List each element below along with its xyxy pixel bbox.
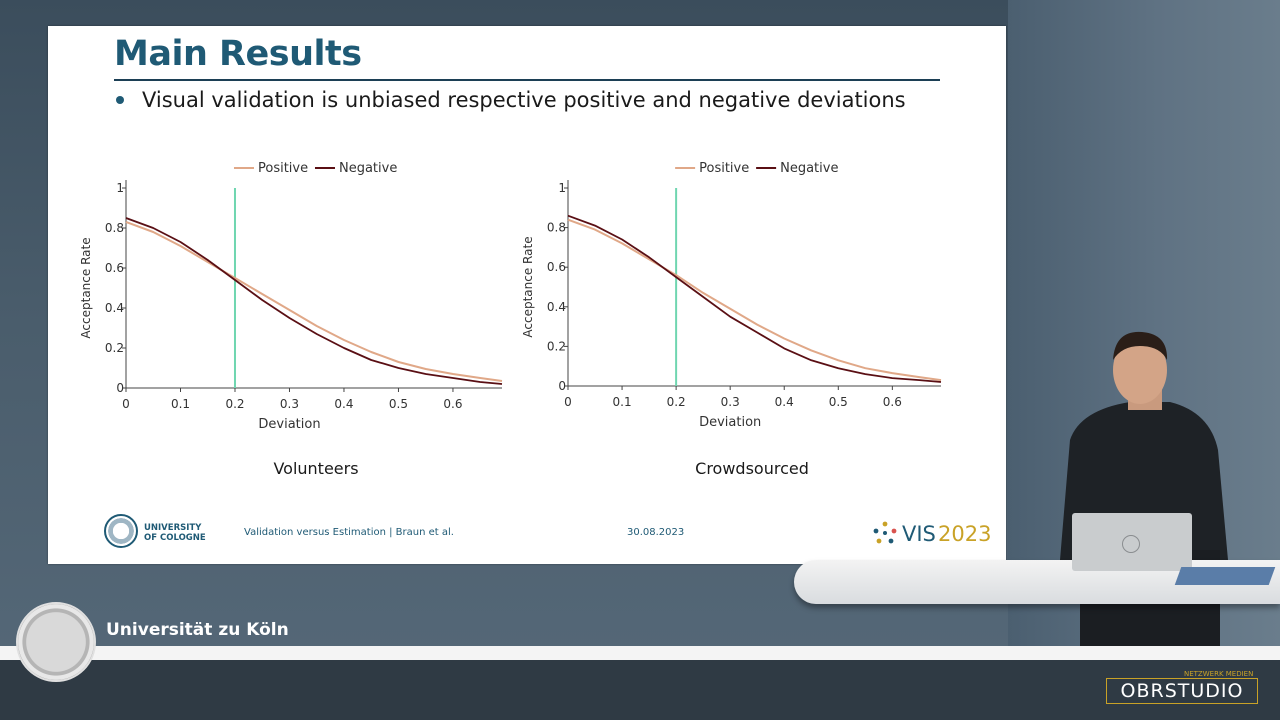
y-tick-label: 0.2 <box>547 339 566 353</box>
y-tick-label: 0.4 <box>547 300 566 314</box>
x-tick-label: 0.5 <box>389 397 408 411</box>
x-tick-label: 0 <box>122 397 130 411</box>
vis-year: 2023 <box>937 522 992 546</box>
footer-date: 30.08.2023 <box>627 527 685 538</box>
y-tick-label: 0.8 <box>105 221 124 235</box>
x-tick-label: 0.1 <box>613 395 632 409</box>
university-seal-icon <box>104 514 138 548</box>
bullet-icon <box>116 95 124 104</box>
y-axis-label: Acceptance Rate <box>521 236 535 337</box>
slide-bullet: Visual validation is unbiased respective… <box>114 88 906 112</box>
x-tick-label: 0.5 <box>829 395 848 409</box>
vis-text: VIS <box>902 522 936 546</box>
y-tick-label: 0.6 <box>547 260 566 274</box>
y-tick-label: 0 <box>116 381 124 395</box>
series-line-positive <box>125 221 503 382</box>
x-tick-label: 0 <box>564 395 572 409</box>
x-tick-label: 0.3 <box>721 395 740 409</box>
x-axis-label: Deviation <box>258 417 320 432</box>
chart-2: 0 0.2 0.4 0.6 0.8 1 0 0.1 0.2 0.3 0.4 0.5 0.6 Deviati… <box>521 161 942 430</box>
y-tick-label: 0.8 <box>547 221 566 235</box>
chart-2-title: Crowdsourced <box>695 459 809 478</box>
legend-label: Positive <box>258 161 308 176</box>
y-tick-label: 1 <box>116 181 124 195</box>
studio-logo: OBRSTUDIO <box>1106 678 1258 704</box>
presentation-slide: Main Results Visual validation is unbias… <box>48 26 1006 564</box>
y-tick-label: 0.4 <box>105 301 124 315</box>
studio-tagline: NETZWERK MEDIEN <box>1184 670 1254 678</box>
charts-area: 0 0.2 0.4 0.6 0.8 1 0 0.1 0.2 0.3 0.4 0.5 0.6 Deviati… <box>79 161 942 432</box>
legend-label: Negative <box>780 161 838 176</box>
x-tick-label: 0.6 <box>443 397 462 411</box>
footer-citation: Validation versus Estimation | Braun et … <box>244 527 454 538</box>
vis-dots-icon <box>873 521 897 544</box>
tablet <box>1174 567 1276 585</box>
university-name: UNIVERSITY OF COLOGNE <box>144 523 206 543</box>
x-tick-label: 0.2 <box>225 397 244 411</box>
y-tick-label: 1 <box>558 181 566 195</box>
university-banner: Universität zu Köln <box>106 620 289 640</box>
title-divider <box>114 79 940 81</box>
series-line-negative <box>125 217 503 385</box>
series-line-positive <box>567 218 942 382</box>
university-seal-large-icon <box>16 602 96 682</box>
x-axis-label: Deviation <box>699 415 761 430</box>
presenter <box>1060 331 1228 660</box>
slide-title: Main Results <box>114 34 362 74</box>
chart-1: 0 0.2 0.4 0.6 0.8 1 0 0.1 0.2 0.3 0.4 0.5 0.6 Deviati… <box>79 161 503 432</box>
x-tick-label: 0.4 <box>334 397 353 411</box>
laptop <box>1072 513 1192 571</box>
x-tick-label: 0.4 <box>775 395 794 409</box>
chart-1-title: Volunteers <box>273 459 359 478</box>
y-tick-label: 0.2 <box>105 341 124 355</box>
x-tick-label: 0.2 <box>667 395 686 409</box>
y-axis-label: Acceptance Rate <box>79 237 93 338</box>
x-tick-label: 0.1 <box>171 397 190 411</box>
stage-edge <box>0 646 1280 660</box>
series-line-negative <box>567 214 942 383</box>
lower-third-bar <box>0 660 1280 720</box>
x-tick-label: 0.3 <box>280 397 299 411</box>
bullet-text: Visual validation is unbiased respective… <box>142 88 906 112</box>
laptop-logo-icon <box>1122 535 1140 553</box>
x-tick-label: 0.6 <box>883 395 902 409</box>
vis-logo: VIS 2023 <box>872 520 991 546</box>
legend-label: Positive <box>699 161 749 176</box>
y-tick-label: 0 <box>558 379 566 393</box>
y-tick-label: 0.6 <box>105 261 124 275</box>
legend-label: Negative <box>339 161 397 176</box>
